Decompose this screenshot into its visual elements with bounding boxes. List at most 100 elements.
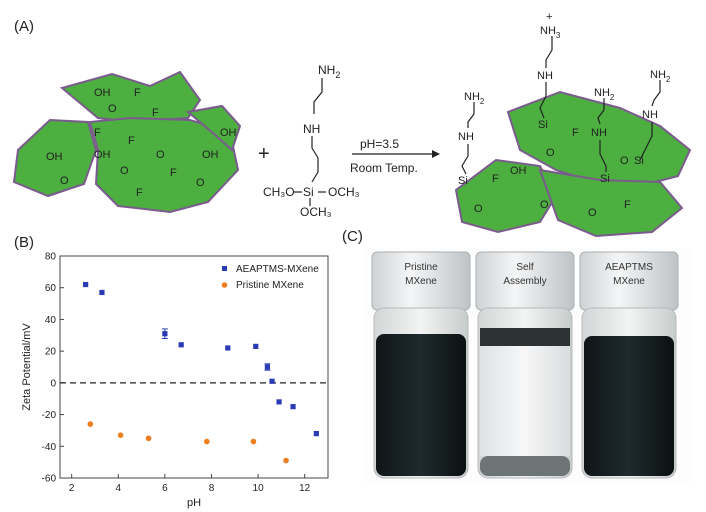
data-point-aeaptms: [99, 289, 105, 296]
amine-chains: [461, 36, 661, 175]
pristine-mxene-sheets: [12, 70, 242, 214]
f-right-3: F: [624, 199, 631, 211]
si-2: Si: [458, 175, 468, 187]
data-point-aeaptms: [276, 399, 282, 405]
oh-4: OH: [94, 149, 111, 161]
vial-1-liquid: [376, 334, 466, 476]
chart-legend: AEAPTMS-MXene Pristine MXene: [221, 264, 319, 291]
ammonium-group: NH3: [540, 25, 561, 40]
panel-a-label: (A): [14, 18, 34, 35]
vial-1-label-line1: Pristine: [404, 262, 438, 273]
plus-sign: +: [258, 143, 270, 165]
silane-si: Si: [303, 185, 314, 199]
silane-nh: NH: [303, 122, 320, 136]
reaction-arrow-head: [432, 150, 440, 158]
o-right-3: O: [540, 199, 549, 211]
data-point-pristine: [204, 438, 210, 445]
o-si4: O: [620, 155, 629, 167]
o-3: O: [120, 165, 129, 177]
vial-2-dark-band: [480, 328, 570, 346]
legend-marker-pristine: [221, 282, 228, 288]
panel-b-label: (B): [14, 234, 34, 251]
o-right-1: O: [546, 147, 555, 159]
data-point-pristine: [283, 457, 289, 464]
x-axis-label: pH: [187, 497, 201, 509]
legend-label-pristine: Pristine MXene: [236, 280, 304, 291]
mxene-sheet: [12, 118, 98, 198]
si-4: Si: [634, 155, 644, 167]
vial-3-label-line1: AEAPTMS: [605, 262, 653, 273]
vial-aeaptms-mxene: AEAPTMS MXene: [579, 251, 679, 479]
vial-pristine-mxene: Pristine MXene: [371, 251, 471, 479]
oh-2: OH: [220, 127, 237, 139]
panel-c-label: (C): [342, 228, 363, 245]
f-right-2: F: [492, 173, 499, 185]
data-point-aeaptms: [253, 343, 259, 349]
o-1: O: [108, 103, 117, 115]
f-2: F: [152, 107, 159, 119]
silane-methoxy-left: CH₃O: [263, 185, 295, 199]
y-tick-label: -20: [42, 410, 57, 421]
o-5: O: [196, 177, 205, 189]
data-point-aeaptms: [83, 281, 89, 288]
reaction-scheme: + NH2 NH CH₃O Si OCH₃ OCH₃ pH=3.5 Room T…: [12, 11, 692, 238]
y-tick-label: -40: [42, 442, 57, 453]
f-1: F: [134, 87, 141, 99]
ammonium-plus: +: [546, 11, 552, 23]
chain4-nh: NH: [642, 109, 658, 121]
vial-2-liquid: [480, 346, 570, 456]
x-tick-label: 10: [253, 483, 265, 494]
silane-methoxy-bottom: OCH₃: [300, 205, 332, 219]
si-1: Si: [538, 119, 548, 131]
mxene-sheet: [88, 116, 240, 214]
data-point-aeaptms: [313, 431, 319, 437]
silane-methoxy-right: OCH₃: [328, 185, 360, 199]
chain3-nh: NH: [591, 127, 607, 139]
chain2-nh2: NH2: [464, 91, 485, 106]
x-tick-label: 6: [162, 483, 168, 494]
chain4-nh2: NH2: [650, 69, 671, 84]
condition-temp: Room Temp.: [350, 161, 418, 175]
si-3: Si: [600, 173, 610, 185]
data-point-pristine: [145, 435, 152, 442]
oh-3: OH: [46, 151, 63, 163]
vial-3-label-line2: MXene: [613, 276, 645, 287]
data-point-pristine: [250, 438, 257, 445]
chain2-nh: NH: [458, 131, 474, 143]
o-2: O: [156, 149, 165, 161]
y-tick-label: -60: [42, 474, 57, 485]
y-tick-label: 80: [45, 252, 57, 263]
vial-3-cap: [579, 251, 679, 311]
data-point-pristine: [117, 432, 124, 438]
oh-1: OH: [94, 87, 111, 99]
x-tick-label: 8: [209, 483, 215, 494]
y-axis-label: Zeta Potential/mV: [21, 323, 33, 411]
x-tick-label: 2: [69, 483, 75, 494]
data-point-aeaptms: [225, 345, 231, 351]
vial-2-cap: [475, 251, 575, 311]
f-right-1: F: [572, 127, 579, 139]
data-point-aeaptms: [290, 404, 296, 410]
vial-self-assembly: Self Assembly: [475, 251, 575, 479]
y-tick-label: 0: [50, 378, 56, 389]
vial-2-label-line2: Assembly: [503, 276, 546, 287]
x-tick-label: 4: [115, 483, 121, 494]
data-point-aeaptms: [269, 378, 275, 384]
chain3-nh2: NH2: [594, 87, 615, 102]
data-point-pristine: [87, 421, 94, 427]
vial-1-body: [373, 307, 469, 479]
y-tick-label: 20: [45, 347, 57, 358]
f-3: F: [94, 127, 101, 139]
vial-1-label-line2: MXene: [405, 276, 437, 287]
y-tick-label: 40: [45, 315, 57, 326]
data-point-aeaptms: [264, 364, 271, 370]
silane-nh2: NH2: [318, 63, 340, 80]
chain1-nh: NH: [537, 70, 553, 82]
legend-label-aeaptms: AEAPTMS-MXene: [236, 264, 319, 275]
aeaptms-molecule: [311, 78, 323, 183]
vial-3-liquid: [584, 336, 674, 476]
o-right-2: O: [474, 203, 483, 215]
f-6: F: [136, 187, 143, 199]
vial-2-sediment: [480, 456, 570, 476]
mxene-sheet: [506, 90, 692, 188]
